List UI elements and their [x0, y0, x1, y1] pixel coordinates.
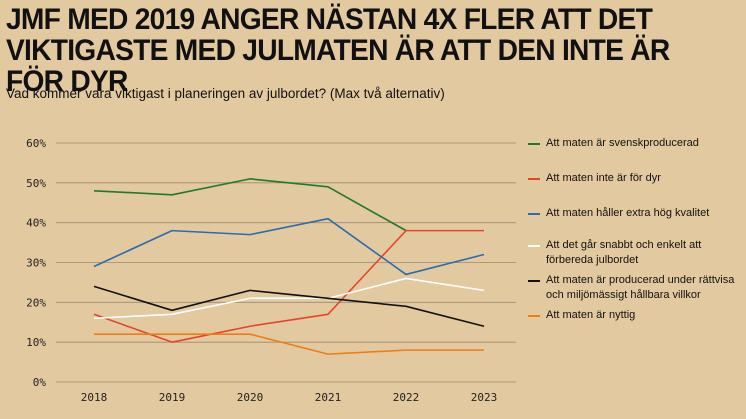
legend-item: Att maten inte är för dyr — [528, 171, 742, 186]
series-line — [93, 285, 485, 328]
legend-swatch — [528, 143, 540, 145]
y-tick-label: 20% — [26, 296, 46, 309]
series-line — [93, 178, 407, 232]
legend-swatch — [528, 245, 540, 247]
series-lines — [93, 178, 485, 355]
y-tick-label: 0% — [33, 376, 47, 389]
y-tick-label: 40% — [26, 217, 46, 230]
legend-item: Att det går snabbt och enkelt att förber… — [528, 238, 742, 268]
y-tick-label: 30% — [26, 257, 46, 270]
series-line — [94, 333, 484, 355]
y-axis: 0% 10% 20% 30% 40% 50% 60% — [26, 137, 46, 389]
x-axis: 2018 2019 2020 2021 2022 2023 — [81, 391, 498, 404]
x-tick-label: 2020 — [237, 391, 264, 404]
y-tick-label: 50% — [26, 177, 46, 190]
x-tick-label: 2023 — [471, 391, 498, 404]
legend-label: Att det går snabbt och enkelt att förber… — [546, 239, 702, 266]
legend-swatch — [528, 213, 540, 215]
grid-lines — [56, 142, 516, 383]
y-tick-label: 60% — [26, 137, 46, 150]
series-line — [93, 217, 485, 276]
x-tick-label: 2021 — [315, 391, 342, 404]
legend-item: Att maten är nyttig — [528, 308, 742, 323]
chart-subtitle: Vad kommer vara viktigast i planeringen … — [6, 86, 445, 101]
chart-title: JMF MED 2019 ANGER NÄSTAN 4X FLER ATT DE… — [6, 3, 670, 98]
legend-label: Att maten är nyttig — [546, 309, 636, 321]
x-tick-label: 2018 — [81, 391, 108, 404]
legend-label: Att maten håller extra hög kvalitet — [546, 207, 710, 219]
legend-swatch — [528, 178, 540, 180]
x-tick-label: 2022 — [393, 391, 420, 404]
series-line — [93, 277, 485, 320]
legend-swatch — [528, 315, 540, 317]
legend-item: Att maten är svenskproducerad — [528, 136, 742, 151]
legend-label: Att maten är svenskproducerad — [546, 137, 699, 149]
legend-swatch — [528, 280, 540, 282]
legend-label: Att maten inte är för dyr — [546, 172, 661, 184]
series-line — [93, 229, 484, 343]
x-tick-label: 2019 — [159, 391, 186, 404]
legend-item: Att maten håller extra hög kvalitet — [528, 206, 742, 221]
legend-item: Att maten är producerad under rättvisa o… — [528, 273, 742, 303]
y-tick-label: 10% — [26, 336, 46, 349]
legend-label: Att maten är producerad under rättvisa o… — [546, 274, 735, 301]
